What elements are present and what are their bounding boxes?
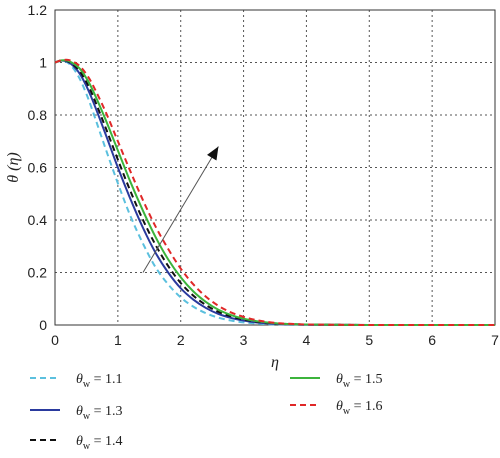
legend-label: θw = 1.4 bbox=[76, 434, 123, 452]
y-tick-label: 0.2 bbox=[28, 265, 48, 281]
x-tick-label: 7 bbox=[491, 332, 499, 348]
x-tick-label: 0 bbox=[51, 332, 59, 348]
y-tick-label: 0.4 bbox=[28, 212, 48, 228]
x-tick-label: 2 bbox=[177, 332, 185, 348]
y-tick-label: 1.2 bbox=[28, 2, 48, 18]
legend-label: θw = 1.6 bbox=[336, 399, 383, 417]
legend-entry-1: θw = 1.1 bbox=[30, 372, 123, 390]
arrow-head bbox=[207, 146, 219, 161]
arrow-shaft bbox=[142, 146, 219, 273]
series-line-5 bbox=[54, 58, 495, 327]
legend-entry-2: θw = 1.3 bbox=[30, 404, 123, 422]
grid bbox=[55, 10, 495, 325]
x-tick-label: 1 bbox=[114, 332, 122, 348]
x-ticks: 0 1 2 3 4 5 6 7 bbox=[51, 332, 499, 348]
y-tick-label: 0 bbox=[39, 317, 47, 333]
legend: θw = 1.1 θw = 1.3 θw = 1.4 θw = 1.5 θw = 1.6 bbox=[30, 372, 383, 452]
legend-label: θw = 1.1 bbox=[76, 372, 123, 390]
legend-label: θw = 1.3 bbox=[76, 404, 123, 422]
legend-entry-4: θw = 1.5 bbox=[290, 372, 383, 390]
y-tick-label: 1 bbox=[39, 55, 47, 71]
series-line-1 bbox=[54, 59, 495, 327]
y-tick-label: 0.6 bbox=[28, 160, 48, 176]
x-axis-label: η bbox=[271, 354, 279, 371]
x-tick-label: 4 bbox=[303, 332, 311, 348]
y-tick-label: 0.8 bbox=[28, 107, 48, 123]
x-tick-label: 5 bbox=[365, 332, 373, 348]
legend-entry-5: θw = 1.6 bbox=[290, 399, 383, 417]
y-axis-label: θ (η) bbox=[5, 152, 22, 182]
legend-label: θw = 1.5 bbox=[336, 372, 383, 390]
x-tick-label: 3 bbox=[240, 332, 248, 348]
trend-arrow bbox=[142, 146, 219, 273]
legend-entry-3: θw = 1.4 bbox=[30, 434, 123, 452]
plot-frame bbox=[54, 9, 496, 326]
x-tick-label: 6 bbox=[428, 332, 436, 348]
series bbox=[54, 58, 495, 327]
y-ticks: 0 0.2 0.4 0.6 0.8 1 1.2 bbox=[28, 2, 48, 333]
